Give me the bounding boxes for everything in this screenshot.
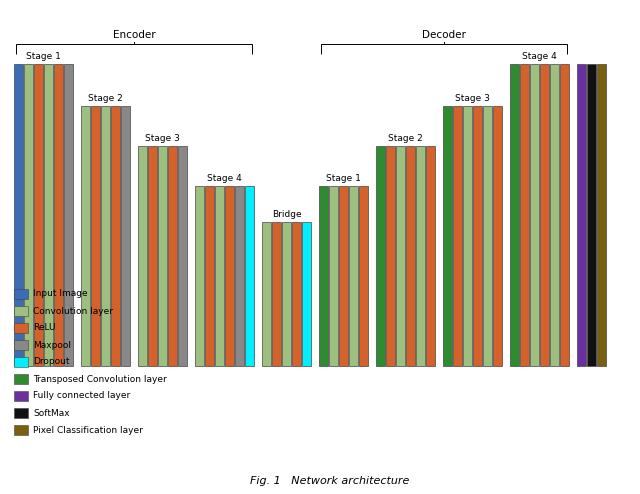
Text: ReLU: ReLU <box>33 324 56 332</box>
Text: Encoder: Encoder <box>113 30 156 40</box>
Bar <box>14 374 28 384</box>
Bar <box>111 106 120 366</box>
Bar <box>272 222 281 366</box>
Bar <box>540 64 549 366</box>
Bar <box>319 186 328 366</box>
Bar <box>473 106 482 366</box>
Bar <box>550 64 559 366</box>
Bar <box>14 408 28 418</box>
Text: Dropout: Dropout <box>33 358 70 367</box>
Bar <box>14 357 28 367</box>
Text: Fully connected layer: Fully connected layer <box>33 392 131 401</box>
Bar <box>205 186 214 366</box>
Text: Input Image: Input Image <box>33 289 88 298</box>
Bar <box>64 64 73 366</box>
Bar <box>168 146 177 366</box>
Text: Stage 4: Stage 4 <box>207 174 242 183</box>
Bar <box>178 146 187 366</box>
Text: SoftMax: SoftMax <box>33 409 70 417</box>
Bar <box>396 146 405 366</box>
Bar <box>329 186 338 366</box>
Text: Transposed Convolution layer: Transposed Convolution layer <box>33 374 167 383</box>
Bar <box>339 186 348 366</box>
Bar <box>282 222 291 366</box>
Text: Stage 2: Stage 2 <box>88 94 123 103</box>
Bar <box>235 186 244 366</box>
Text: Maxpool: Maxpool <box>33 340 71 349</box>
Bar <box>302 222 311 366</box>
Bar <box>453 106 462 366</box>
Bar <box>138 146 147 366</box>
Bar <box>91 106 100 366</box>
Bar <box>443 106 452 366</box>
Bar <box>245 186 254 366</box>
Bar <box>14 64 23 366</box>
Bar <box>14 289 28 299</box>
Bar <box>386 146 395 366</box>
Bar <box>510 64 519 366</box>
Bar <box>14 323 28 333</box>
Bar <box>14 391 28 401</box>
Text: Convolution layer: Convolution layer <box>33 306 113 316</box>
Bar <box>587 64 596 366</box>
Text: Decoder: Decoder <box>422 30 466 40</box>
Text: Stage 3: Stage 3 <box>145 134 180 143</box>
Bar <box>34 64 43 366</box>
Text: Stage 1: Stage 1 <box>26 52 61 61</box>
Bar <box>225 186 234 366</box>
Bar <box>14 306 28 316</box>
Bar <box>406 146 415 366</box>
Bar <box>416 146 425 366</box>
Text: Stage 2: Stage 2 <box>388 134 423 143</box>
Bar <box>44 64 53 366</box>
Bar <box>101 106 110 366</box>
Bar <box>195 186 204 366</box>
Bar <box>81 106 90 366</box>
Bar <box>597 64 606 366</box>
Bar <box>359 186 368 366</box>
Bar <box>215 186 224 366</box>
Bar <box>376 146 385 366</box>
Bar <box>493 106 502 366</box>
Text: Stage 1: Stage 1 <box>326 174 361 183</box>
Bar <box>54 64 63 366</box>
Bar <box>426 146 435 366</box>
Text: Pixel Classification layer: Pixel Classification layer <box>33 425 143 435</box>
Text: Fig. 1   Network architecture: Fig. 1 Network architecture <box>250 476 410 486</box>
Bar <box>158 146 167 366</box>
Bar <box>148 146 157 366</box>
Bar <box>292 222 301 366</box>
Bar <box>262 222 271 366</box>
Bar <box>24 64 33 366</box>
Bar <box>14 340 28 350</box>
Bar <box>483 106 492 366</box>
Bar <box>530 64 539 366</box>
Text: Stage 4: Stage 4 <box>522 52 557 61</box>
Bar <box>463 106 472 366</box>
Text: Bridge: Bridge <box>272 210 301 219</box>
Bar <box>560 64 569 366</box>
Text: Stage 3: Stage 3 <box>455 94 490 103</box>
Bar <box>349 186 358 366</box>
Bar <box>577 64 586 366</box>
Bar <box>14 425 28 435</box>
Bar <box>520 64 529 366</box>
Bar <box>121 106 130 366</box>
